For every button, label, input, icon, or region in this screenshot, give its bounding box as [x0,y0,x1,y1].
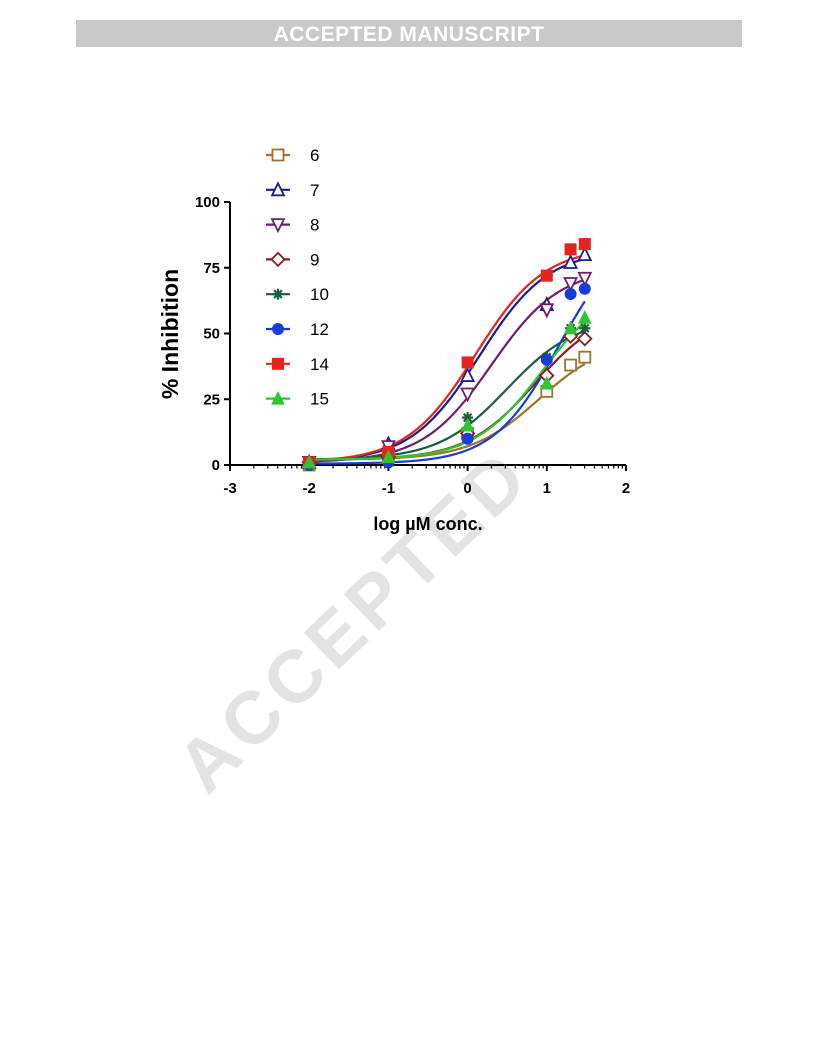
data-point-14 [564,243,577,256]
legend-label: 7 [310,181,319,200]
legend-item-14: 14 [266,355,329,374]
fit-curves [309,254,586,465]
data-point-7 [460,367,476,382]
legend-item-15: 15 [266,390,329,409]
data-point-15 [563,320,578,335]
x-tick-label: -1 [382,480,395,497]
legend-label: 10 [310,285,329,304]
legend-item-12: 12 [266,320,329,339]
x-tick-label: 1 [543,480,551,497]
legend-item-10: 10 [266,285,329,304]
legend-label: 12 [310,320,329,339]
fit-curve-12 [309,300,586,465]
fit-curve-15 [309,320,586,461]
legend-marker [272,357,284,370]
data-point-10 [462,412,474,424]
data-point-12 [540,353,553,366]
data-point-8 [577,271,593,287]
data-point-12 [461,432,474,445]
x-axis-label: log µM conc. [373,514,482,534]
legend-label: 8 [310,216,319,235]
data-point-6 [564,358,577,372]
data-point-14 [461,356,474,369]
data-point-9 [577,330,593,347]
data-point-8 [460,387,476,403]
data-point-7 [563,253,579,269]
data-point-8 [563,277,579,293]
legend-label: 14 [310,355,329,374]
data-point-10 [579,322,591,334]
x-tick-label: -2 [303,480,316,497]
y-tick-label: 75 [203,260,220,277]
x-tick-label: -3 [223,480,236,497]
data-point-15 [539,375,554,390]
x-tick-label: 2 [622,480,630,497]
legend-marker [271,148,285,162]
y-tick-label: 0 [212,457,220,474]
y-tick-label: 50 [203,326,220,343]
data-points [301,238,593,472]
y-tick-label: 100 [195,194,220,211]
data-point-14 [540,269,553,282]
legend-marker [272,323,284,335]
data-point-15 [460,417,475,432]
data-point-6 [578,350,592,364]
fit-curve-14 [309,254,586,462]
data-point-15 [381,449,396,464]
legend-marker [271,390,285,405]
data-point-8 [539,303,555,319]
data-point-7 [577,246,593,262]
data-point-12 [578,282,591,295]
legend-label: 6 [310,146,319,165]
y-axis-label: % Inhibition [157,269,183,399]
legend-item-8: 8 [266,216,319,235]
legend-marker [270,251,286,268]
data-point-14 [578,238,591,251]
y-tick-label: 25 [203,391,220,408]
legend-marker [272,288,284,300]
legend-item-7: 7 [266,181,319,200]
legend-label: 15 [310,390,329,409]
chart-legend: 6 7 8 9 10 12 14 15 [266,146,329,409]
legend-item-9: 9 [266,250,319,269]
legend-marker [270,218,286,234]
legend-label: 9 [310,250,319,269]
data-point-15 [578,310,592,324]
legend-marker [270,181,286,197]
legend-item-6: 6 [266,146,319,165]
accepted-manuscript-banner: ACCEPTED MANUSCRIPT [76,20,742,47]
data-point-15 [302,454,317,469]
x-tick-label: 0 [463,480,471,497]
data-point-12 [564,288,577,301]
